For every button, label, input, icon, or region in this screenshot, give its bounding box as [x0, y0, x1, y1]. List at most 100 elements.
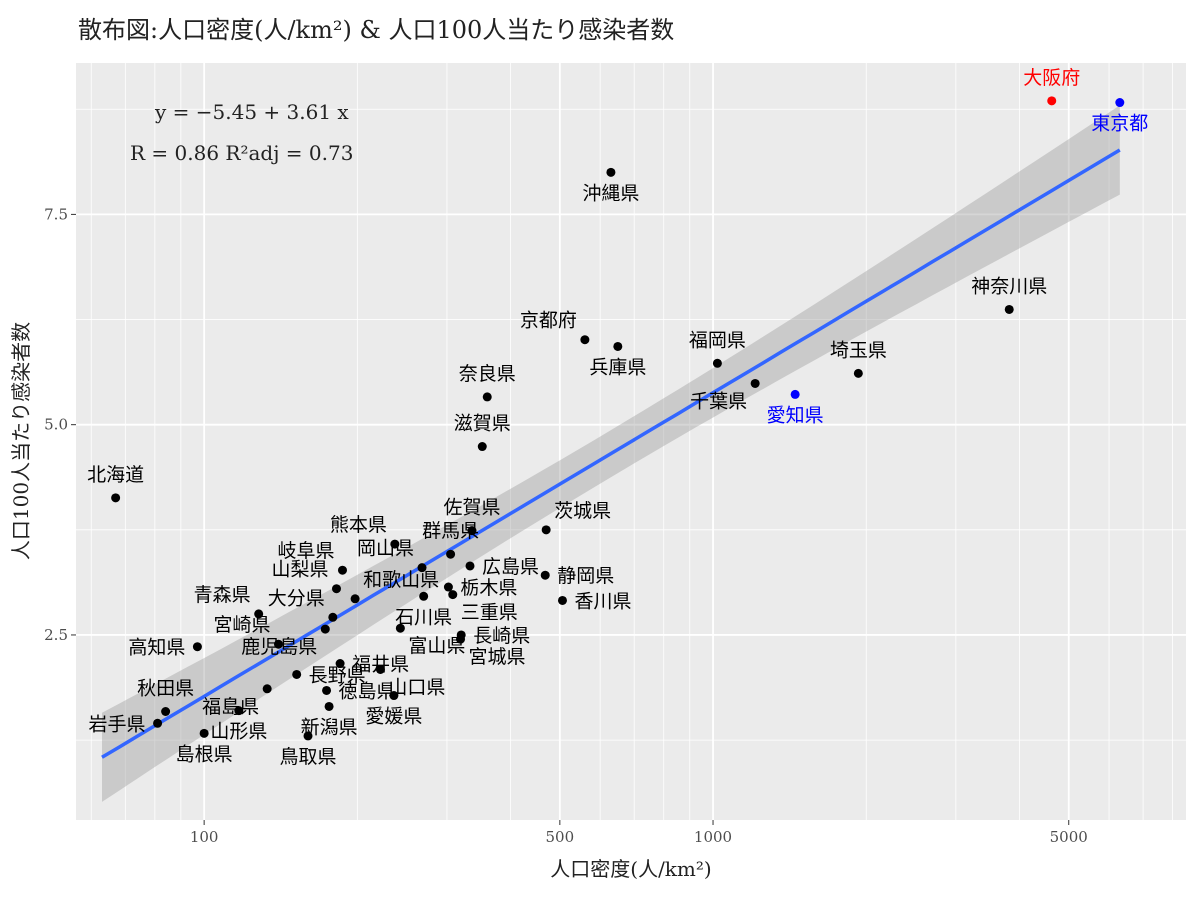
point-label: 広島県 — [482, 556, 539, 578]
data-point — [234, 706, 244, 716]
data-point — [111, 493, 121, 503]
y-tick-label: 7.5 — [44, 205, 68, 223]
point-label: 沖縄県 — [582, 182, 639, 204]
point-label: 石川県 — [395, 606, 452, 628]
data-point — [350, 594, 360, 604]
minor-grid — [76, 63, 1186, 820]
point-label: 佐賀県 — [443, 497, 500, 519]
point-label: 秋田県 — [137, 677, 194, 699]
major-grid — [76, 63, 1186, 820]
point-label: 宮崎県 — [213, 614, 270, 636]
data-point — [274, 639, 284, 649]
data-point — [1115, 98, 1125, 108]
data-point — [322, 685, 332, 695]
data-point — [254, 609, 264, 619]
point-label: 京都府 — [520, 310, 577, 332]
point-label: 奈良県 — [459, 363, 516, 385]
data-point — [853, 368, 863, 378]
point-label: 香川県 — [574, 590, 631, 612]
point-label: 茨城県 — [554, 500, 611, 522]
point-label: 群馬県 — [422, 520, 479, 542]
x-axis-title: 人口密度(人/km²) — [550, 857, 711, 881]
point-label: 島根県 — [176, 743, 233, 765]
point-label: 福井県 — [352, 654, 409, 676]
data-point — [303, 731, 313, 741]
data-point — [448, 590, 458, 600]
data-point — [417, 563, 427, 573]
point-label: 栃木県 — [460, 577, 517, 599]
data-point — [337, 565, 347, 575]
point-label: 福島県 — [202, 696, 259, 718]
data-point — [446, 549, 456, 559]
point-label: 山梨県 — [271, 559, 328, 581]
y-tick-label: 2.5 — [44, 626, 68, 644]
data-point — [456, 634, 466, 644]
regression-line — [101, 148, 1121, 759]
data-point — [390, 539, 400, 549]
data-point — [161, 706, 171, 716]
point-label: 愛媛県 — [365, 706, 422, 728]
point-label: 徳島県 — [339, 680, 396, 702]
data-point — [328, 612, 338, 622]
point-label: 大分県 — [268, 587, 325, 609]
data-point — [541, 525, 551, 535]
data-point — [606, 167, 616, 177]
chart-title: 散布図:人口密度(人/km²) & 人口100人当たり感染者数 — [78, 16, 674, 44]
data-point — [192, 642, 202, 652]
point-label: 長崎県 — [473, 625, 530, 647]
data-point — [477, 442, 487, 452]
y-tick-label: 5.0 — [44, 416, 68, 434]
point-label: 大阪府 — [1023, 67, 1080, 89]
data-point — [557, 595, 567, 605]
x-tick-label: 5000 — [1050, 828, 1088, 846]
point-label: 富山県 — [408, 635, 465, 657]
data-point — [443, 582, 453, 592]
point-label: 岐阜県 — [277, 540, 334, 562]
data-point — [320, 624, 330, 634]
point-label: 和歌山県 — [363, 569, 439, 591]
data-point — [199, 728, 209, 738]
data-point — [1047, 96, 1057, 106]
data-point — [750, 378, 760, 388]
point-label: 愛知県 — [767, 404, 824, 426]
x-tick-label: 500 — [546, 828, 575, 846]
y-axis-title: 人口100人当たり感染者数 — [9, 322, 33, 560]
point-label: 高知県 — [128, 637, 185, 659]
point-label: 鹿児島県 — [241, 636, 317, 658]
regression-fit-line — [101, 148, 1121, 759]
point-label: 長野県 — [309, 664, 366, 686]
regression-equation: y = −5.45 + 3.61 x — [154, 100, 349, 124]
data-point — [375, 664, 385, 674]
data-point — [1004, 304, 1014, 314]
point-label: 山口県 — [388, 676, 445, 698]
data-point — [335, 659, 345, 669]
x-tick-label: 100 — [190, 828, 219, 846]
point-label: 岡山県 — [357, 538, 414, 560]
point-label: 新潟県 — [301, 716, 358, 738]
data-point — [580, 335, 590, 345]
data-point — [613, 341, 623, 351]
data-points — [111, 96, 1125, 741]
data-point — [395, 623, 405, 633]
data-point — [419, 591, 429, 601]
point-label: 熊本県 — [330, 514, 387, 536]
point-label: 北海道 — [87, 464, 144, 486]
point-label: 兵庫県 — [589, 356, 646, 378]
point-label: 福岡県 — [689, 329, 746, 351]
data-point — [331, 584, 341, 594]
point-label: 三重県 — [461, 602, 518, 624]
data-point — [292, 669, 302, 679]
data-point — [389, 691, 399, 701]
data-point — [540, 570, 550, 580]
point-label: 岩手県 — [89, 713, 146, 735]
x-tick-label: 1000 — [694, 828, 732, 846]
data-point — [790, 389, 800, 399]
point-label: 東京都 — [1091, 113, 1148, 135]
point-label: 宮城県 — [469, 646, 526, 668]
data-point — [482, 392, 492, 402]
data-point — [324, 701, 334, 711]
point-label: 青森県 — [194, 584, 251, 606]
point-label: 鳥取県 — [280, 746, 337, 768]
